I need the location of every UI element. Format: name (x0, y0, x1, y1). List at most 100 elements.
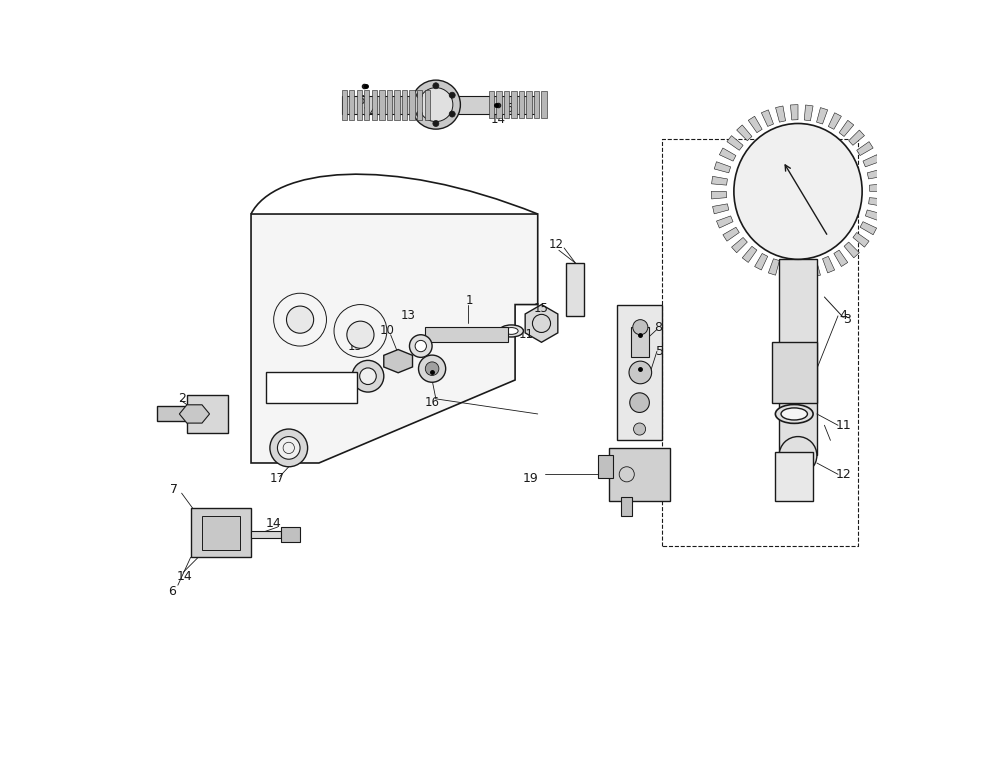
Circle shape (629, 361, 652, 384)
Polygon shape (804, 105, 813, 121)
Polygon shape (867, 169, 883, 179)
Polygon shape (742, 246, 757, 262)
Bar (425, 90, 430, 120)
Bar (281, 527, 300, 542)
Bar (409, 90, 415, 120)
Text: 5: 5 (656, 345, 664, 358)
Circle shape (425, 362, 439, 375)
Polygon shape (732, 237, 747, 253)
Ellipse shape (411, 80, 460, 129)
Ellipse shape (505, 328, 518, 334)
Text: 17: 17 (270, 471, 285, 485)
Bar (496, 91, 502, 119)
Polygon shape (727, 135, 743, 150)
Bar (425, 328, 508, 342)
Bar (534, 91, 539, 119)
Bar (617, 305, 662, 440)
Text: 90.110.01: 90.110.01 (282, 382, 341, 393)
Bar (541, 91, 547, 119)
Polygon shape (783, 262, 792, 278)
Polygon shape (719, 148, 736, 161)
Circle shape (630, 393, 649, 413)
Text: 6: 6 (505, 102, 513, 115)
Text: 9: 9 (163, 407, 170, 420)
Bar (609, 448, 670, 501)
Bar (566, 263, 584, 316)
Ellipse shape (277, 436, 300, 459)
Polygon shape (857, 141, 873, 156)
Text: 10: 10 (379, 325, 394, 337)
Polygon shape (768, 258, 779, 275)
Bar (364, 90, 369, 120)
Bar (379, 90, 385, 120)
Bar (772, 342, 817, 403)
Polygon shape (798, 263, 806, 278)
Polygon shape (737, 125, 752, 141)
Polygon shape (776, 106, 786, 122)
Ellipse shape (419, 87, 453, 122)
Circle shape (633, 320, 648, 334)
Text: 11: 11 (835, 419, 851, 432)
Text: 8: 8 (654, 321, 662, 334)
Polygon shape (823, 256, 835, 273)
Bar (504, 91, 509, 119)
Ellipse shape (415, 340, 426, 352)
Bar (621, 497, 632, 516)
Text: 15: 15 (534, 302, 549, 315)
Polygon shape (723, 227, 739, 241)
Text: 19: 19 (522, 471, 538, 485)
Text: 11: 11 (519, 328, 534, 341)
Polygon shape (865, 210, 882, 221)
Bar (191, 508, 251, 557)
Circle shape (433, 83, 439, 89)
Circle shape (634, 423, 646, 435)
Ellipse shape (775, 404, 813, 423)
Circle shape (286, 306, 314, 333)
Polygon shape (525, 305, 558, 342)
Circle shape (449, 92, 455, 98)
Bar (511, 91, 517, 119)
Ellipse shape (409, 334, 432, 357)
Ellipse shape (499, 325, 523, 337)
Circle shape (347, 321, 374, 348)
Ellipse shape (781, 408, 807, 420)
Polygon shape (810, 261, 820, 277)
Text: 6: 6 (357, 94, 364, 107)
Circle shape (417, 111, 423, 117)
Bar (775, 451, 813, 501)
Polygon shape (863, 155, 880, 167)
Circle shape (433, 121, 439, 126)
Text: 14: 14 (266, 517, 282, 530)
Polygon shape (869, 198, 884, 207)
Text: 14: 14 (491, 113, 506, 126)
Bar (779, 259, 817, 455)
Text: 2: 2 (178, 392, 186, 405)
Bar (342, 90, 347, 120)
Bar (526, 91, 532, 119)
Polygon shape (828, 112, 841, 129)
Circle shape (419, 355, 446, 382)
Bar (417, 90, 422, 120)
Bar (251, 531, 281, 538)
Polygon shape (716, 216, 733, 228)
Bar (202, 516, 240, 549)
Polygon shape (711, 192, 727, 199)
Text: 4: 4 (839, 309, 847, 322)
Polygon shape (761, 110, 773, 126)
Text: 3: 3 (843, 313, 851, 326)
Circle shape (417, 92, 423, 98)
Polygon shape (834, 250, 848, 267)
Polygon shape (251, 214, 538, 463)
Polygon shape (712, 176, 727, 185)
FancyBboxPatch shape (266, 372, 357, 403)
Ellipse shape (270, 429, 308, 467)
Polygon shape (714, 162, 731, 173)
Bar (394, 90, 400, 120)
Text: 14: 14 (363, 106, 378, 119)
Polygon shape (860, 222, 877, 235)
Text: 13: 13 (401, 309, 415, 322)
Bar (489, 91, 494, 119)
Bar (349, 90, 354, 120)
Bar (187, 395, 228, 432)
Polygon shape (817, 108, 828, 124)
